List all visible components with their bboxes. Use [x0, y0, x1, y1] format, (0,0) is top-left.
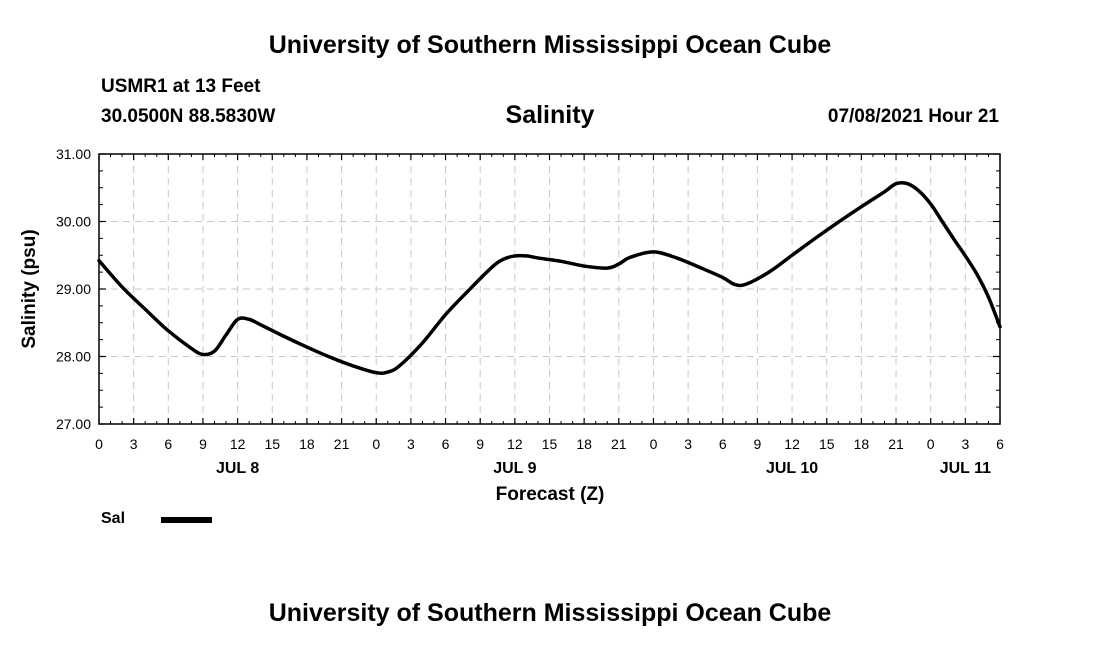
x-tick-label: 6 — [996, 436, 1004, 452]
x-tick-label: 12 — [784, 436, 800, 452]
x-tick-label: 9 — [754, 436, 762, 452]
y-axis-title: Salinity (psu) — [19, 229, 40, 348]
station-label: USMR1 at 13 Feet — [101, 76, 261, 97]
date-label: JUL 11 — [940, 460, 991, 477]
x-tick-label: 15 — [542, 436, 558, 452]
chart-title: Salinity — [505, 101, 595, 129]
x-tick-label: 18 — [299, 436, 315, 452]
x-tick-label: 3 — [130, 436, 138, 452]
x-tick-label: 21 — [888, 436, 904, 452]
page-title: University of Southern Mississippi Ocean… — [268, 31, 832, 59]
series-line-sal — [97, 180, 1002, 375]
x-tick-label: 9 — [476, 436, 484, 452]
coordinates-label: 30.0500N 88.5830W — [101, 106, 276, 127]
x-tick-label: 9 — [199, 436, 207, 452]
x-tick-label: 6 — [442, 436, 450, 452]
x-tick-label: 15 — [264, 436, 280, 452]
forecast-datetime: 07/08/2021 Hour 21 — [827, 106, 999, 127]
date-label: JUL 8 — [216, 460, 259, 477]
x-tick-label: 0 — [95, 436, 103, 452]
x-tick-label: 3 — [684, 436, 692, 452]
x-tick-label: 21 — [334, 436, 350, 452]
legend-label: Sal — [101, 510, 126, 527]
legend-swatch — [161, 517, 212, 523]
x-tick-label: 12 — [230, 436, 246, 452]
x-tick-label: 18 — [854, 436, 870, 452]
x-tick-label: 21 — [611, 436, 627, 452]
footer-title: University of Southern Mississippi Ocean… — [268, 599, 832, 627]
x-tick-label: 6 — [164, 436, 172, 452]
x-tick-label: 18 — [576, 436, 592, 452]
date-label: JUL 10 — [766, 460, 818, 477]
y-tick-label: 28.00 — [56, 349, 91, 365]
x-tick-label: 0 — [650, 436, 658, 452]
y-tick-label: 30.00 — [56, 214, 91, 230]
x-tick-label: 0 — [372, 436, 380, 452]
y-tick-label: 27.00 — [56, 416, 91, 432]
x-tick-label: 0 — [927, 436, 935, 452]
x-tick-label: 15 — [819, 436, 835, 452]
x-tick-label: 6 — [719, 436, 727, 452]
x-axis-title: Forecast (Z) — [496, 484, 605, 505]
y-tick-label: 29.00 — [56, 281, 91, 297]
plot-frame — [98, 153, 1001, 425]
y-tick-label: 31.00 — [56, 146, 91, 162]
x-tick-label: 3 — [961, 436, 969, 452]
x-tick-label: 3 — [407, 436, 415, 452]
x-tick-label: 12 — [507, 436, 523, 452]
date-label: JUL 9 — [493, 460, 536, 477]
